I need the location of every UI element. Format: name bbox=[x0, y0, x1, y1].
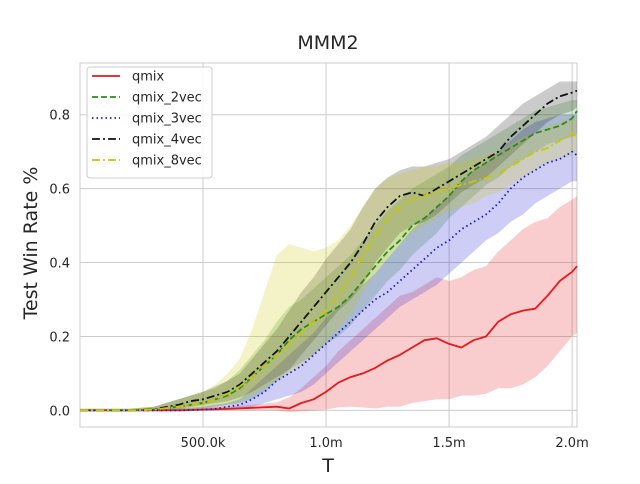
y-tick-label: 0.2 bbox=[49, 330, 70, 345]
line-qmix bbox=[80, 265, 578, 412]
y-tick-label: 0.4 bbox=[49, 257, 70, 272]
x-tick-label: 500.0k bbox=[181, 436, 226, 451]
grid bbox=[80, 63, 577, 427]
y-tick-label: 0.6 bbox=[49, 183, 70, 198]
legend-label-qmix_4vec: qmix_4vec bbox=[132, 133, 202, 148]
legend-box bbox=[86, 66, 213, 179]
x-axis-label: T bbox=[321, 455, 334, 477]
x-tick-label: 2.0m bbox=[555, 436, 588, 451]
series-lines bbox=[80, 89, 578, 412]
line-qmix_2vec bbox=[80, 110, 578, 412]
line-qmix_3vec bbox=[80, 150, 578, 412]
band-qmix_3vec bbox=[80, 114, 577, 411]
legend: qmix qmix_2vec qmix_3vec qmix_4vec qmix_8vec bbox=[86, 66, 213, 179]
legend-label-qmix_8vec: qmix_8vec bbox=[132, 154, 202, 169]
legend-label-qmix_3vec: qmix_3vec bbox=[132, 112, 202, 127]
legend-label-qmix_2vec: qmix_2vec bbox=[132, 91, 202, 106]
y-tick-label: 0.8 bbox=[49, 109, 70, 124]
y-axis-label: Test Win Rate % bbox=[20, 167, 42, 321]
y-tick-label: 0.0 bbox=[49, 404, 70, 419]
y-axis-ticks: 0.0 0.2 0.4 0.6 0.8 bbox=[49, 109, 70, 420]
x-tick-label: 1.5m bbox=[432, 436, 465, 451]
chart-title: MMM2 bbox=[297, 32, 358, 54]
legend-label-qmix: qmix bbox=[132, 70, 165, 85]
x-axis-ticks: 500.0k 1.0m 1.5m 2.0m bbox=[181, 436, 589, 451]
band-qmix bbox=[80, 196, 577, 413]
band-qmix_4vec bbox=[80, 81, 577, 411]
x-tick-label: 1.0m bbox=[309, 436, 342, 451]
band-qmix_2vec bbox=[80, 100, 577, 411]
